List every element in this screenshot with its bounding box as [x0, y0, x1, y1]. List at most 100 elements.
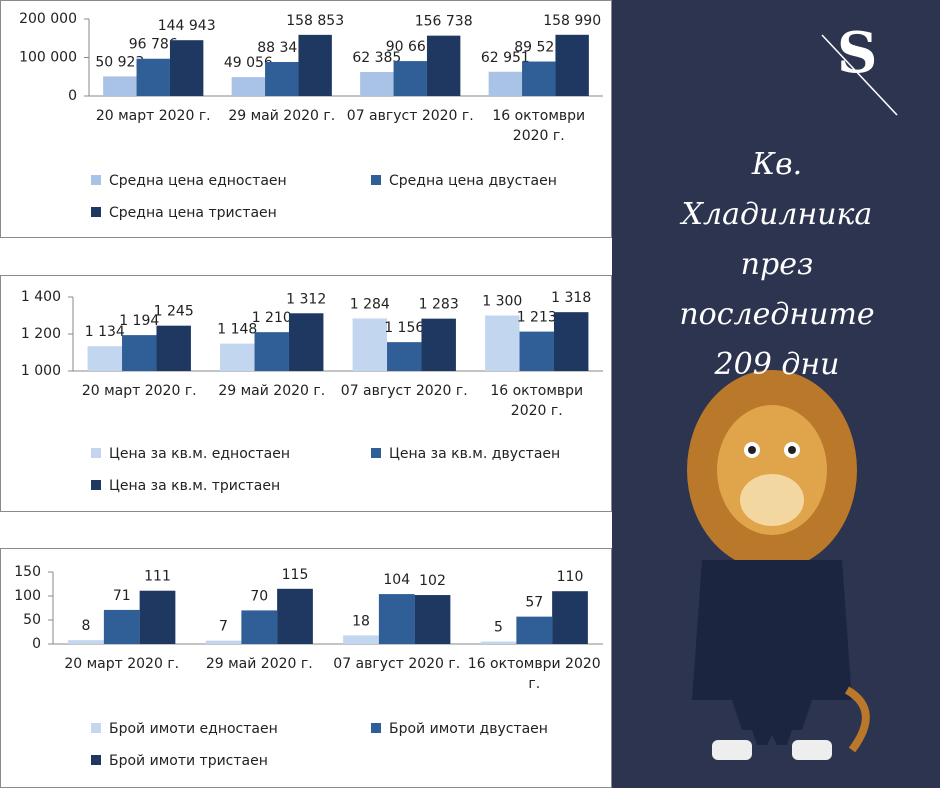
legend-entry: Цена за кв.м. тристаен [91, 478, 280, 494]
data-label: 8 [82, 618, 91, 634]
bar [421, 318, 456, 371]
bar [288, 313, 324, 371]
bar [103, 76, 137, 96]
legend-label: Цена за кв.м. двустаен [389, 446, 561, 462]
bar [136, 58, 170, 96]
x-tick-label: 29 май 2020 г. [205, 656, 313, 672]
y-tick-label: 0 [32, 636, 41, 652]
panel-title: Кв. Хладилника през последните 209 дни [679, 147, 875, 382]
y-tick-label: 1 400 [21, 289, 61, 305]
bar [352, 318, 388, 371]
data-label: 144 943 [158, 18, 216, 34]
y-tick-label: 50 [23, 612, 41, 628]
bar [552, 591, 588, 644]
legend-label: Средна цена тристаен [109, 205, 277, 221]
legend-swatch [91, 755, 101, 765]
legend-label: Средна цена двустаен [389, 173, 557, 189]
y-tick-label: 150 [14, 564, 41, 580]
logo: S [837, 20, 878, 86]
bar [231, 77, 266, 96]
data-label: 1 194 [119, 313, 159, 329]
y-tick-label: 1 200 [21, 326, 61, 342]
x-tick-label: 16 октомври 2020 г. [467, 656, 601, 692]
bar [298, 34, 332, 96]
legend-entry: Средна цена тристаен [91, 205, 277, 221]
bar [205, 640, 242, 644]
legend-label: Брой имоти едностаен [109, 721, 278, 737]
x-tick-label: 29 май 2020 г. [228, 108, 336, 124]
data-label: 62 951 [481, 50, 530, 66]
data-label: 1 210 [252, 310, 292, 326]
bar [360, 71, 394, 96]
data-label: 50 923 [95, 54, 144, 70]
data-label: 57 [525, 595, 543, 611]
legend-label: Цена за кв.м. едностаен [109, 446, 290, 462]
x-tick-label: 29 май 2020 г. [218, 383, 326, 399]
legend-swatch [91, 723, 101, 733]
x-tick-label: 16 октомври 2020 г. [490, 383, 584, 419]
y-tick-label: 1 000 [21, 363, 61, 379]
x-tick-label: 07 август 2020 г. [346, 108, 474, 124]
bar [277, 588, 313, 644]
data-label: 96 786 [129, 37, 178, 53]
bar [519, 331, 554, 371]
data-label: 88 345 [257, 40, 306, 56]
bar [156, 325, 191, 371]
chart-box: 0 100 000 200 000 50 923 96 786 144 943 49 056… [0, 0, 612, 238]
legend-label: Брой имоти тристаен [109, 753, 268, 769]
y-tick-label: 200 000 [19, 11, 77, 27]
bar [414, 595, 451, 644]
bar [122, 335, 157, 371]
bar [265, 61, 299, 96]
legend-label: Цена за кв.м. тристаен [109, 478, 281, 494]
legend-entry: Цена за кв.м. двустаен [371, 446, 560, 462]
legend-entry: Брой имоти едностаен [91, 721, 278, 737]
bar [220, 343, 255, 371]
bar [555, 34, 589, 96]
bar [426, 35, 461, 96]
x-tick-label: 07 август 2020 г. [333, 656, 461, 672]
y-tick-label: 100 [14, 588, 41, 604]
data-label: 5 [494, 620, 503, 636]
data-label: 104 [383, 572, 410, 588]
data-label: 158 853 [286, 13, 344, 29]
data-label: 1 318 [551, 290, 591, 306]
data-label: 1 312 [286, 291, 326, 307]
data-label: 158 990 [543, 13, 601, 29]
bar [103, 609, 140, 644]
data-label: 1 213 [517, 310, 557, 326]
data-label: 102 [419, 573, 446, 589]
data-label: 18 [352, 613, 370, 629]
data-label: 7 [219, 619, 228, 635]
data-label: 70 [250, 588, 268, 604]
data-label: 90 667 [386, 39, 435, 55]
data-label: 1 245 [154, 304, 194, 320]
data-label: 156 738 [415, 14, 473, 30]
legend-label: Брой имоти двустаен [389, 721, 548, 737]
bar [485, 315, 520, 371]
legend-label: Средна цена едностаен [109, 173, 287, 189]
data-label: 89 523 [514, 40, 563, 56]
legend-entry: Брой имоти двустаен [371, 721, 548, 737]
x-tick-label: 07 август 2020 г. [340, 383, 468, 399]
data-label: 1 284 [350, 296, 390, 312]
data-label: 115 [282, 567, 309, 583]
data-label: 1 283 [419, 297, 459, 313]
data-label: 62 385 [352, 50, 401, 66]
bar [169, 40, 204, 96]
chart: 0 50 100 150 8 71 111 7 70 115 18 104 102 5 57 110 [14, 564, 603, 652]
legend-swatch [91, 480, 101, 490]
bar [139, 590, 176, 644]
bar [68, 640, 104, 644]
legend-swatch [371, 448, 381, 458]
bar [254, 332, 289, 371]
data-label: 49 056 [224, 55, 273, 71]
x-tick-label: 20 март 2020 г. [81, 383, 197, 399]
data-label: 1 156 [384, 320, 424, 336]
data-label: 1 300 [482, 294, 522, 310]
bar [343, 635, 379, 644]
data-label: 1 148 [217, 322, 257, 338]
x-tick-label: 20 март 2020 г. [95, 108, 211, 124]
legend-swatch [91, 207, 101, 217]
